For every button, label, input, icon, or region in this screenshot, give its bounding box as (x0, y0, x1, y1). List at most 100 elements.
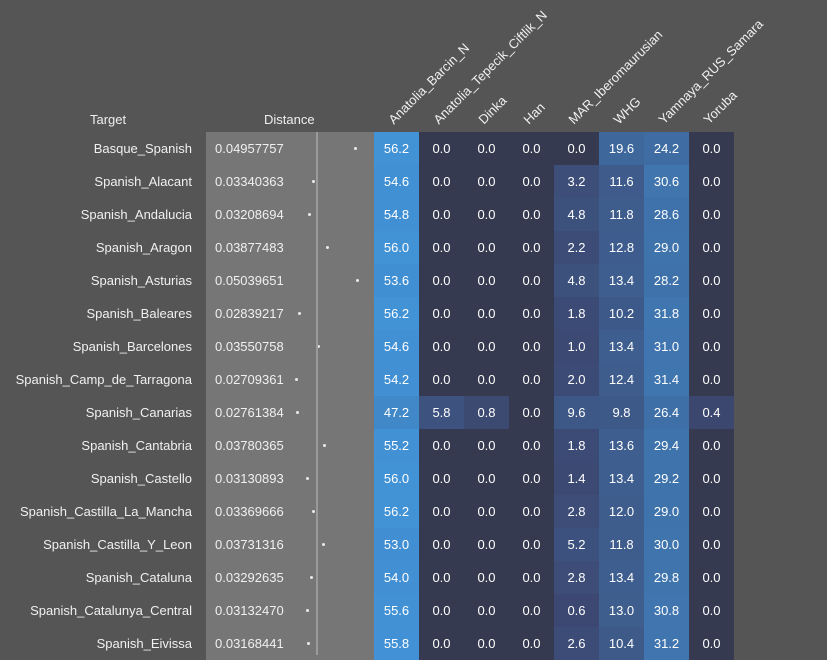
distance-axis-line (316, 132, 318, 655)
distance-cell (206, 462, 374, 495)
distance-cell (206, 132, 374, 165)
distance-marker-dot (323, 444, 326, 447)
value-cell-whg: 11.6 (599, 165, 644, 198)
distance-value: 0.03168441 (215, 636, 284, 651)
table-row: Spanish_Aragon 0.03877483 56.0 0.0 0.0 0.0 2.2… (0, 231, 827, 264)
value-cell-yoruba: 0.0 (689, 330, 734, 363)
value-cell-han: 0.0 (509, 396, 554, 429)
value-cell-yoruba: 0.0 (689, 198, 734, 231)
table-row: Spanish_Castilla_Y_Leon 0.03731316 53.0 0.0… (0, 528, 827, 561)
value-cell-anatolia-barcin-n: 53.0 (374, 528, 419, 561)
distance-cell (206, 495, 374, 528)
value-cell-anatolia-tepecik-ciftlik-n: 0.0 (419, 264, 464, 297)
table-row: Spanish_Barcelones 0.03550758 54.6 0.0 0.0 0.… (0, 330, 827, 363)
value-cell-anatolia-tepecik-ciftlik-n: 0.0 (419, 495, 464, 528)
target-name: Spanish_Camp_de_Tarragona (15, 372, 192, 387)
value-cell-yoruba: 0.0 (689, 132, 734, 165)
value-cell-anatolia-tepecik-ciftlik-n: 0.0 (419, 462, 464, 495)
value-cell-whg: 13.4 (599, 264, 644, 297)
value-cell-whg: 12.8 (599, 231, 644, 264)
table-row: Spanish_Asturias 0.05039651 53.6 0.0 0.0 0.0 4… (0, 264, 827, 297)
target-name: Spanish_Aragon (95, 240, 192, 255)
value-cell-yamnaya-rus-samara: 31.0 (644, 330, 689, 363)
column-header-han: Han (520, 99, 548, 127)
distance-cell (206, 165, 374, 198)
value-cell-mar-iberomaurusian: 3.2 (554, 165, 599, 198)
distance-value: 0.03780365 (215, 438, 284, 453)
value-cell-dinka: 0.0 (464, 264, 509, 297)
value-cell-dinka: 0.0 (464, 363, 509, 396)
target-name: Spanish_Baleares (86, 306, 192, 321)
distance-cell (206, 264, 374, 297)
distance-cell (206, 594, 374, 627)
value-cell-anatolia-tepecik-ciftlik-n: 0.0 (419, 165, 464, 198)
value-cell-anatolia-tepecik-ciftlik-n: 0.0 (419, 627, 464, 660)
distance-marker-dot (306, 609, 309, 612)
table-row: Spanish_Castello 0.03130893 56.0 0.0 0.0 0.0 1… (0, 462, 827, 495)
target-name: Spanish_Eivissa (96, 636, 192, 651)
value-cell-dinka: 0.8 (464, 396, 509, 429)
value-cell-dinka: 0.0 (464, 132, 509, 165)
table-row: Basque_Spanish 0.04957757 56.2 0.0 0.0 0.0 0.0… (0, 132, 827, 165)
value-cell-yamnaya-rus-samara: 28.2 (644, 264, 689, 297)
value-cell-yamnaya-rus-samara: 30.8 (644, 594, 689, 627)
value-cell-han: 0.0 (509, 297, 554, 330)
distance-marker-dot (312, 510, 315, 513)
target-name: Basque_Spanish (93, 141, 192, 156)
value-cell-dinka: 0.0 (464, 165, 509, 198)
value-cell-mar-iberomaurusian: 9.6 (554, 396, 599, 429)
target-name: Spanish_Cataluna (85, 570, 192, 585)
value-cell-yamnaya-rus-samara: 26.4 (644, 396, 689, 429)
table-row: Spanish_Baleares 0.02839217 56.2 0.0 0.0 0.0 1… (0, 297, 827, 330)
distance-value: 0.03132470 (215, 603, 284, 618)
value-cell-anatolia-barcin-n: 55.8 (374, 627, 419, 660)
value-cell-dinka: 0.0 (464, 495, 509, 528)
distance-value: 0.03550758 (215, 339, 284, 354)
distance-marker-dot (295, 378, 298, 381)
column-header-whg: WHG (610, 93, 644, 127)
value-cell-anatolia-barcin-n: 54.6 (374, 165, 419, 198)
value-cell-anatolia-barcin-n: 56.0 (374, 231, 419, 264)
value-cell-mar-iberomaurusian: 1.0 (554, 330, 599, 363)
target-name: Spanish_Castilla_Y_Leon (43, 537, 192, 552)
value-cell-han: 0.0 (509, 462, 554, 495)
value-cell-han: 0.0 (509, 165, 554, 198)
value-cell-yoruba: 0.0 (689, 363, 734, 396)
target-name: Spanish_Barcelones (72, 339, 192, 354)
value-cell-anatolia-tepecik-ciftlik-n: 0.0 (419, 330, 464, 363)
distance-marker-dot (354, 147, 357, 150)
value-cell-mar-iberomaurusian: 4.8 (554, 264, 599, 297)
value-cell-anatolia-tepecik-ciftlik-n: 0.0 (419, 297, 464, 330)
value-cell-whg: 10.4 (599, 627, 644, 660)
value-cell-whg: 13.4 (599, 462, 644, 495)
value-cell-anatolia-barcin-n: 54.8 (374, 198, 419, 231)
value-cell-anatolia-tepecik-ciftlik-n: 0.0 (419, 429, 464, 462)
distance-value: 0.03208694 (215, 207, 284, 222)
value-cell-anatolia-tepecik-ciftlik-n: 5.8 (419, 396, 464, 429)
distance-cell (206, 561, 374, 594)
distance-value: 0.03130893 (215, 471, 284, 486)
value-cell-yamnaya-rus-samara: 29.4 (644, 429, 689, 462)
value-cell-yamnaya-rus-samara: 24.2 (644, 132, 689, 165)
value-cell-whg: 12.4 (599, 363, 644, 396)
value-cell-yamnaya-rus-samara: 31.8 (644, 297, 689, 330)
table-row: Spanish_Eivissa 0.03168441 55.8 0.0 0.0 0.0 2.… (0, 627, 827, 660)
value-cell-mar-iberomaurusian: 1.8 (554, 297, 599, 330)
value-cell-anatolia-barcin-n: 54.2 (374, 363, 419, 396)
value-cell-yoruba: 0.0 (689, 495, 734, 528)
value-cell-mar-iberomaurusian: 2.2 (554, 231, 599, 264)
value-cell-mar-iberomaurusian: 5.2 (554, 528, 599, 561)
value-cell-anatolia-tepecik-ciftlik-n: 0.0 (419, 231, 464, 264)
value-cell-anatolia-barcin-n: 55.6 (374, 594, 419, 627)
value-cell-dinka: 0.0 (464, 429, 509, 462)
value-cell-whg: 13.0 (599, 594, 644, 627)
distance-value: 0.03369666 (215, 504, 284, 519)
target-name: Spanish_Cantabria (81, 438, 192, 453)
value-cell-yamnaya-rus-samara: 30.6 (644, 165, 689, 198)
distance-marker-dot (317, 345, 320, 348)
value-cell-whg: 11.8 (599, 198, 644, 231)
table-row: Spanish_Alacant 0.03340363 54.6 0.0 0.0 0.0 3.… (0, 165, 827, 198)
target-name: Spanish_Castello (90, 471, 192, 486)
value-cell-whg: 11.8 (599, 528, 644, 561)
distance-cell (206, 429, 374, 462)
